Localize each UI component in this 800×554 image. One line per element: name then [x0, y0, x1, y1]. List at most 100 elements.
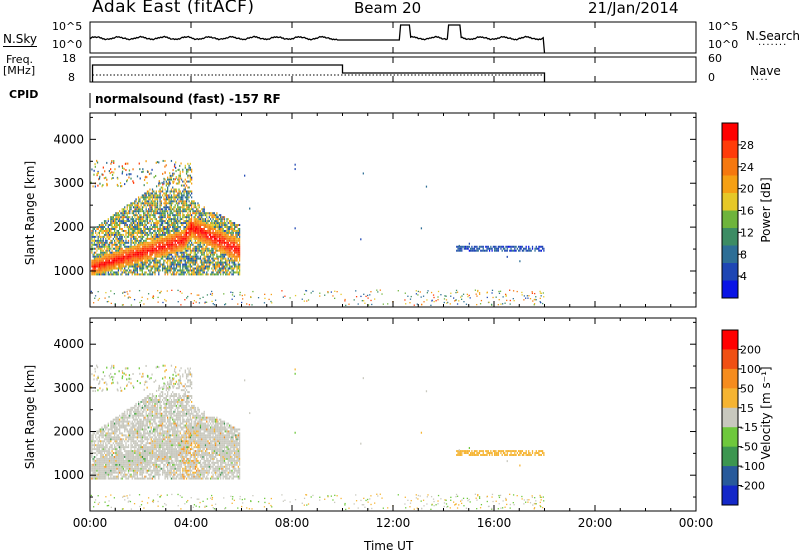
- power-cell: [161, 269, 164, 272]
- power-cell: [149, 271, 151, 274]
- velocity-cell: [117, 475, 120, 478]
- power-cell: [108, 263, 111, 266]
- velocity-cell: [126, 461, 128, 464]
- power-cell: [117, 212, 120, 215]
- power-cell: [102, 273, 104, 276]
- power-cell: [226, 269, 228, 272]
- power-cell: [179, 247, 181, 250]
- power-cell: [148, 198, 150, 201]
- power-cell: [194, 259, 197, 262]
- power-cell: [112, 259, 114, 262]
- power-cell: [236, 243, 238, 246]
- velocity-cell: [126, 430, 128, 433]
- power-cell: [112, 255, 114, 258]
- power-cell: [169, 216, 171, 219]
- power-cell: [217, 220, 219, 223]
- power-cell: [196, 229, 198, 232]
- velocity-cell: [91, 442, 93, 445]
- power-cell: [131, 263, 133, 266]
- power-cell: [154, 265, 156, 268]
- power-cell: [180, 229, 183, 232]
- power-cell: [135, 212, 137, 215]
- velocity-cell: [130, 422, 132, 425]
- power-cell: [164, 243, 166, 246]
- power-cell: [185, 253, 188, 256]
- power-cell: [175, 259, 178, 262]
- power-cell: [196, 247, 198, 250]
- power-cell: [194, 224, 197, 227]
- power-cell: [198, 247, 200, 250]
- power-cell: [116, 235, 118, 238]
- power-cell: [348, 303, 350, 305]
- velocity-cell: [98, 444, 101, 447]
- power-cell: [134, 208, 136, 211]
- power-cell: [150, 237, 152, 240]
- power-cell: [505, 294, 507, 296]
- power-cell: [178, 239, 180, 242]
- power-cell: [137, 208, 140, 211]
- power-cell: [130, 235, 132, 238]
- velocity-cell: [112, 432, 114, 435]
- power-cell: [461, 295, 463, 297]
- power-cell: [141, 251, 144, 254]
- velocity-cell: [124, 454, 126, 456]
- power-cell: [184, 271, 186, 274]
- velocity-cell: [111, 430, 113, 433]
- power-cell: [111, 249, 113, 252]
- power-cell: [184, 261, 186, 264]
- power-cell: [231, 222, 233, 225]
- power-cell: [173, 222, 175, 225]
- power-cell: [182, 194, 184, 197]
- power-cell: [107, 220, 109, 223]
- power-cell: [476, 303, 478, 306]
- power-cell: [122, 257, 125, 260]
- power-cell: [496, 247, 498, 250]
- power-cell: [126, 212, 128, 215]
- power-cell: [445, 295, 447, 297]
- power-cell: [198, 265, 200, 268]
- power-cell: [145, 255, 147, 258]
- power-cell: [203, 255, 205, 258]
- power-cell: [143, 253, 145, 256]
- power-cell: [504, 247, 506, 250]
- power-cell: [185, 243, 188, 246]
- power-cell: [185, 241, 188, 244]
- power-cell: [131, 218, 133, 221]
- velocity-cell: [124, 473, 126, 476]
- power-cell: [137, 261, 140, 264]
- power-cell: [197, 251, 199, 254]
- power-cell: [174, 231, 176, 234]
- power-cell: [227, 218, 229, 221]
- velocity-cell: [102, 446, 104, 449]
- power-cell: [179, 210, 181, 213]
- power-cell: [113, 243, 116, 246]
- power-cell: [102, 259, 104, 262]
- velocity-cell: [92, 471, 94, 474]
- power-cell: [201, 247, 203, 250]
- power-cell: [121, 237, 123, 240]
- velocity-cell: [92, 448, 94, 451]
- power-cell: [108, 267, 111, 270]
- power-cell: [169, 229, 171, 232]
- power-cell: [135, 218, 137, 221]
- velocity-cell: [136, 471, 138, 474]
- power-cell: [116, 222, 118, 225]
- power-cell: [110, 233, 112, 236]
- power-cell: [187, 204, 189, 207]
- power-cell: [194, 241, 197, 244]
- velocity-cell: [130, 469, 132, 472]
- power-cell: [178, 180, 181, 183]
- velocity-cell: [91, 440, 93, 443]
- velocity-cell: [132, 469, 135, 472]
- power-cell: [174, 198, 176, 201]
- power-cell: [189, 243, 191, 246]
- power-cell: [173, 239, 175, 242]
- power-cell: [216, 245, 218, 248]
- power-cell: [187, 192, 189, 195]
- power-cell: [185, 233, 188, 236]
- velocity-cell: [113, 469, 116, 472]
- velocity-cell: [125, 467, 127, 470]
- power-cell: [212, 253, 214, 256]
- power-cell: [92, 261, 94, 264]
- velocity-cell: [136, 410, 138, 413]
